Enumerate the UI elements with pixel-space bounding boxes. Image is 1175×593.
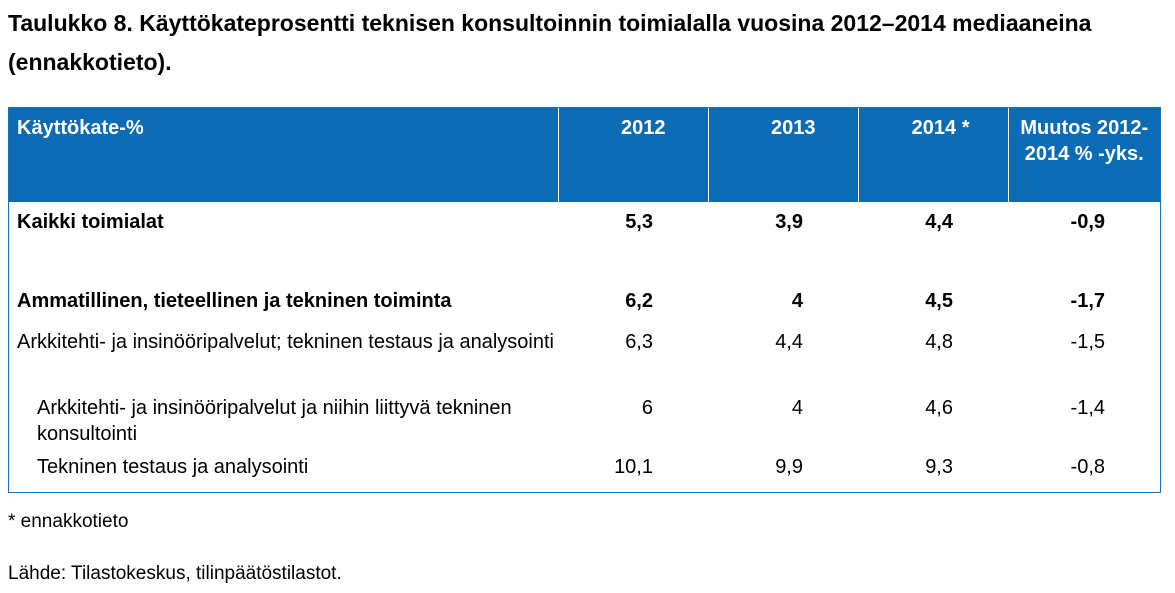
row-label: Arkkitehti- ja insinööripalvelut; teknin…: [17, 331, 554, 353]
cell-change: -0,9: [1070, 211, 1105, 233]
cell-2013: 9,9: [775, 456, 803, 478]
cell-change: -0,8: [1070, 456, 1105, 478]
table-title: Taulukko 8. Käyttökateprosentti teknisen…: [8, 10, 1092, 75]
cell-2012: 6: [641, 397, 653, 419]
column-header-2013: 2013: [708, 108, 859, 202]
footnote: * ennakkotieto: [8, 511, 129, 532]
column-header-change: Muutos 2012-2014 % -yks.: [1008, 108, 1160, 202]
cell-2013: 4: [791, 397, 803, 419]
table-row: Kaikki toimialat 5,3 3,9 4,4 -0,9: [9, 202, 1160, 280]
cell-2012: 6,3: [625, 331, 653, 353]
cell-2012: 5,3: [625, 211, 653, 233]
cell-2014: 4,6: [925, 397, 953, 419]
table-row: Arkkitehti- ja insinööripalvelut ja niih…: [9, 386, 1160, 452]
column-header-label: Käyttökate-%: [9, 108, 559, 202]
row-label: Tekninen testaus ja analysointi: [37, 456, 309, 478]
cell-2013: 4: [791, 290, 803, 312]
cell-change: -1,4: [1070, 397, 1105, 419]
cell-2014: 9,3: [925, 456, 953, 478]
table-row: Ammatillinen, tieteellinen ja tekninen t…: [9, 280, 1160, 320]
table-row: Arkkitehti- ja insinööripalvelut; teknin…: [9, 320, 1160, 386]
source-note: Lähde: Tilastokeskus, tilinpäätöstilasto…: [8, 563, 342, 584]
row-label: Arkkitehti- ja insinööripalvelut ja niih…: [37, 397, 512, 445]
cell-2012: 10,1: [614, 456, 653, 478]
row-label: Kaikki toimialat: [17, 211, 164, 233]
cell-2012: 6,2: [625, 290, 653, 312]
column-header-2014: 2014 *: [858, 108, 1009, 202]
cell-2013: 4,4: [775, 331, 803, 353]
table-header-row: Käyttökate-% 2012 2013 2014 * Muutos 201…: [9, 108, 1160, 202]
cell-change: -1,5: [1070, 331, 1105, 353]
cell-2014: 4,8: [925, 331, 953, 353]
cell-2013: 3,9: [775, 211, 803, 233]
row-label: Ammatillinen, tieteellinen ja tekninen t…: [17, 290, 452, 312]
column-header-2012: 2012: [558, 108, 709, 202]
table-row: Tekninen testaus ja analysointi 10,1 9,9…: [9, 452, 1160, 492]
data-table: Käyttökate-% 2012 2013 2014 * Muutos 201…: [9, 108, 1160, 492]
cell-change: -1,7: [1070, 290, 1105, 312]
cell-2014: 4,5: [925, 290, 953, 312]
data-table-container: Käyttökate-% 2012 2013 2014 * Muutos 201…: [8, 107, 1161, 493]
cell-2014: 4,4: [925, 211, 953, 233]
